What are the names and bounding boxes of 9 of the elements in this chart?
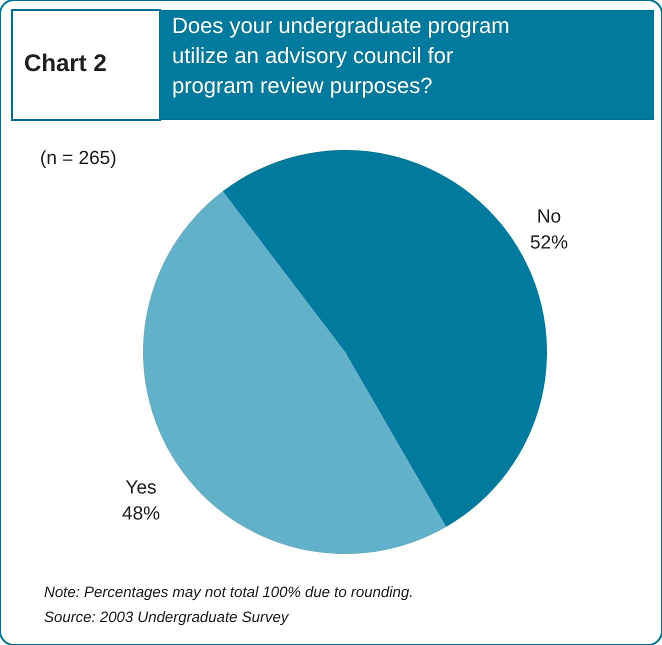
slice-label: No bbox=[536, 206, 562, 228]
chart-subtitle: Does your undergraduate program utilize an advisory council for program review purposes? bbox=[172, 13, 510, 98]
text: Note: Percentages may not total 100% due to rounding. bbox=[44, 584, 414, 601]
source-note: Source: 2003 Undergraduate Survey bbox=[44, 609, 290, 626]
text: (n = 265) bbox=[40, 148, 117, 169]
chart-title: Chart 2 bbox=[24, 50, 107, 77]
slice-label: Yes bbox=[126, 478, 157, 499]
data-label: 52% bbox=[530, 232, 568, 254]
data-label: 48% bbox=[122, 504, 160, 525]
